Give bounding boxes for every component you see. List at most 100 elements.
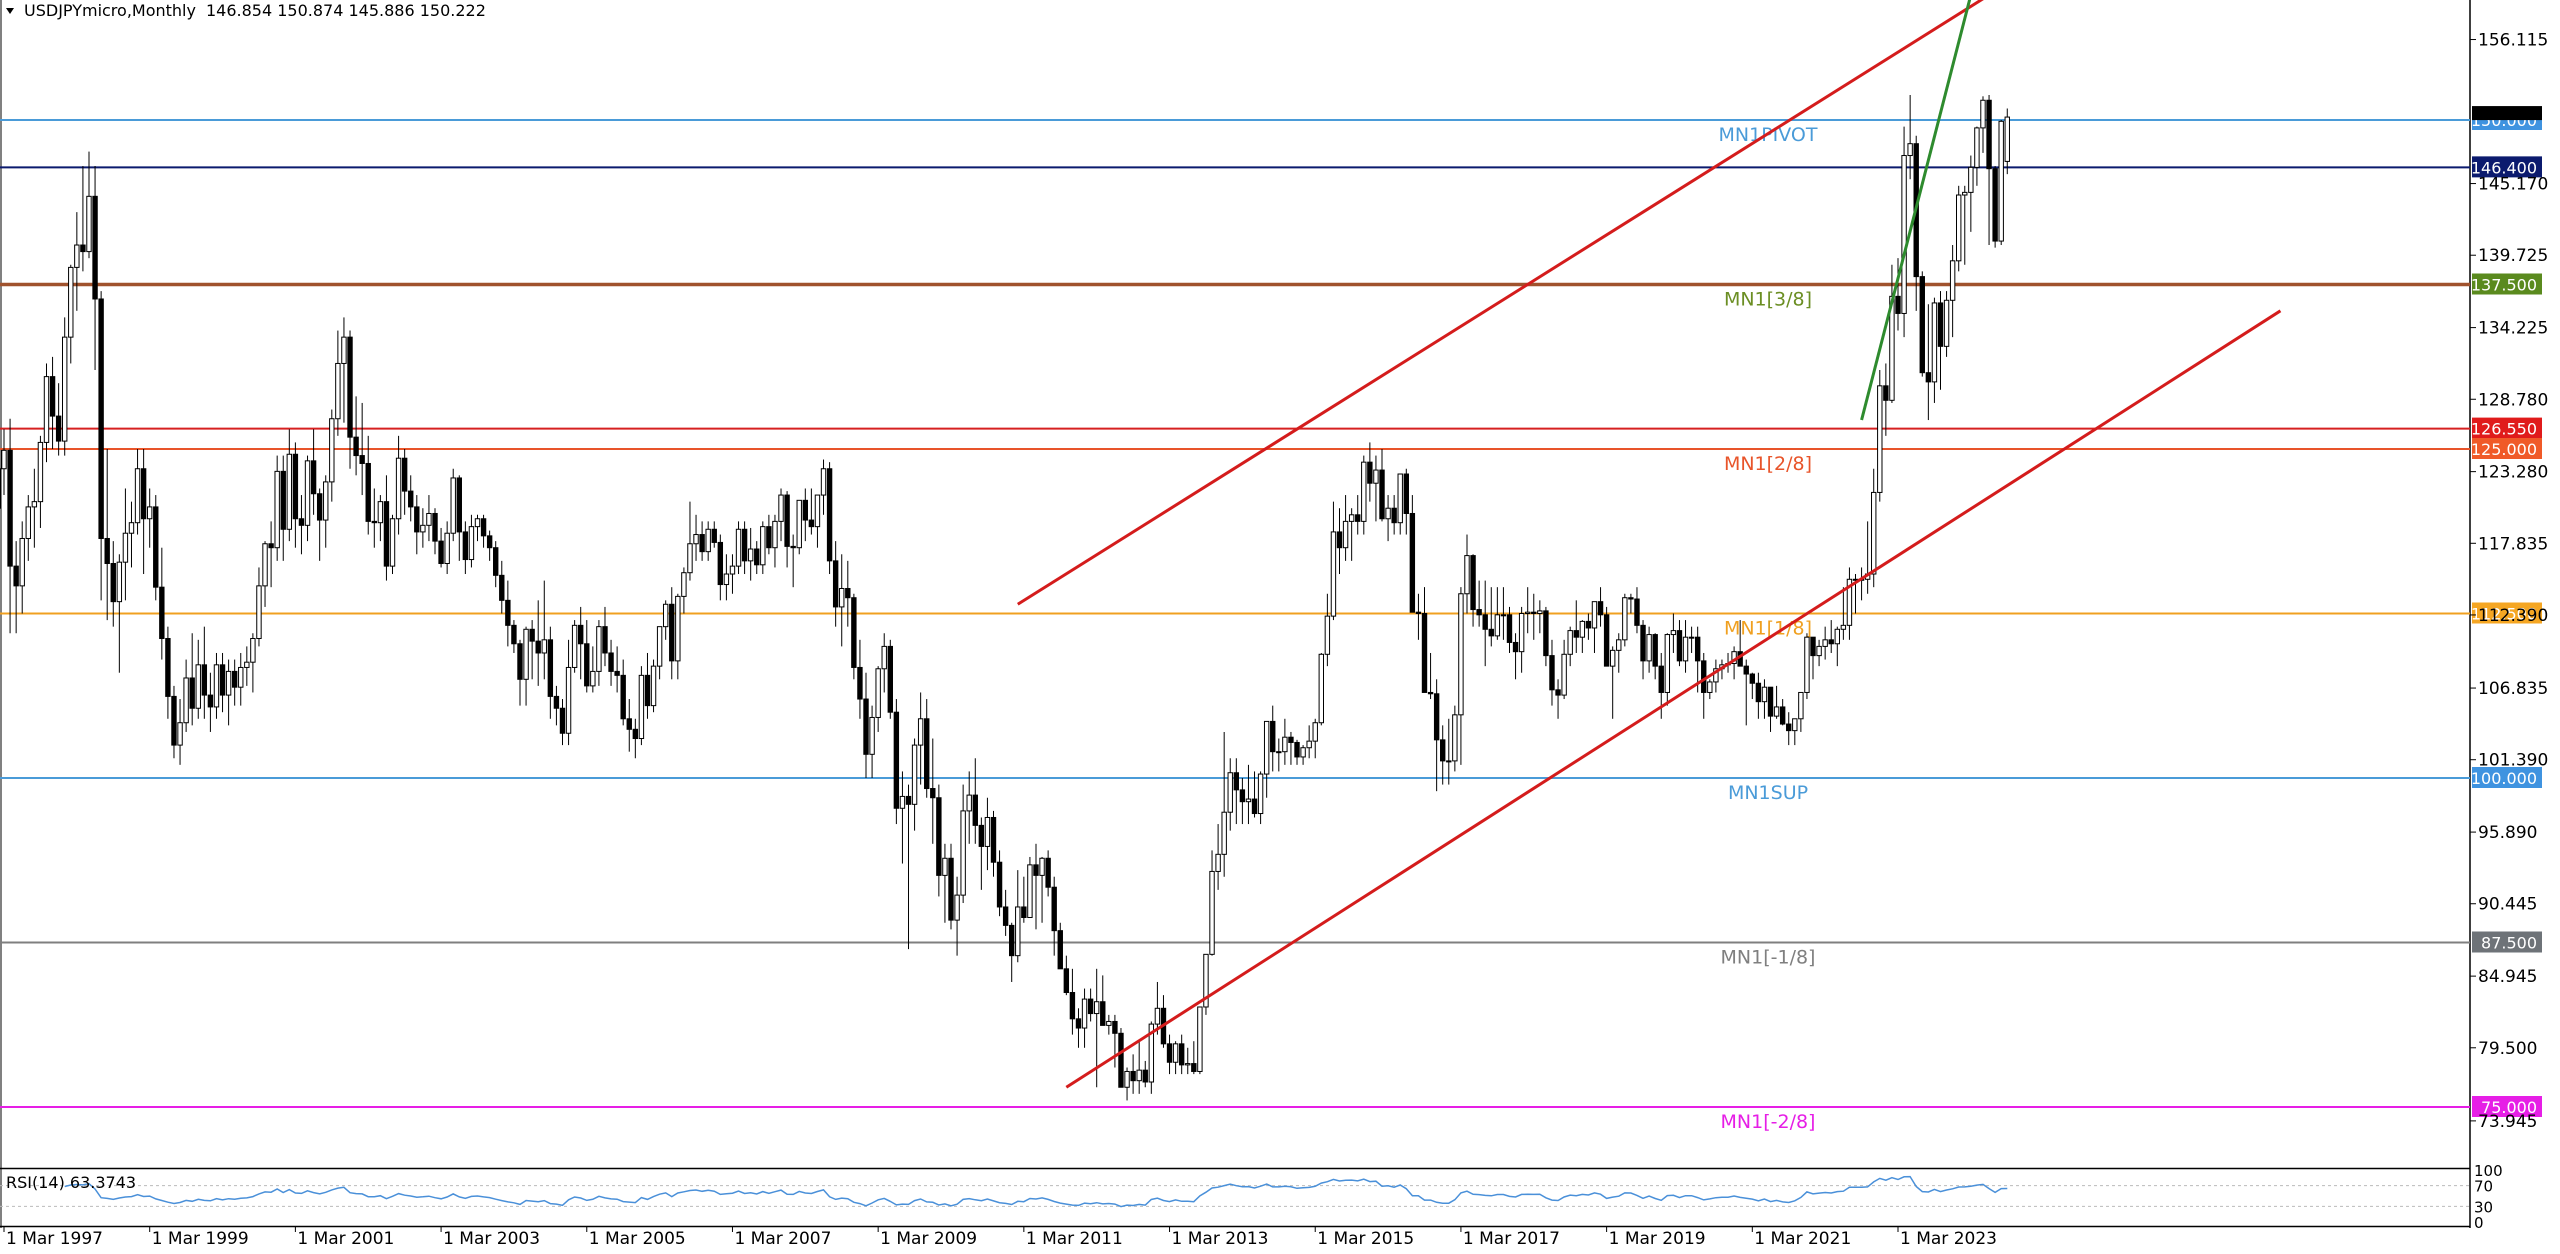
- candle-body: [1999, 121, 2003, 241]
- candle-body: [1823, 640, 1827, 647]
- candle-body: [1495, 615, 1499, 636]
- candle-body: [409, 491, 413, 507]
- candle-body: [427, 513, 431, 525]
- price-tick-label: 73.945: [2478, 1112, 2537, 1132]
- price-tick-label: 117.835: [2478, 534, 2548, 554]
- candle-body: [20, 538, 24, 585]
- candle-body: [742, 529, 746, 561]
- candle-body: [858, 667, 862, 699]
- level-price-tag-text: 87.500: [2481, 934, 2537, 953]
- candle-body: [342, 337, 346, 363]
- candle-body: [1119, 1033, 1123, 1087]
- candle-body: [518, 644, 522, 680]
- candle-body: [1756, 683, 1760, 701]
- candle-body: [402, 458, 406, 491]
- candle-body: [876, 669, 880, 718]
- candle-body: [1659, 666, 1663, 692]
- candle-body: [870, 717, 874, 754]
- time-tick-label: 1 Mar 2021: [1754, 1229, 1851, 1249]
- candle-body: [882, 646, 886, 668]
- level-price-tag-text: 100.000: [2471, 769, 2537, 788]
- level-name-label: MN1[2/8]: [1724, 453, 1812, 475]
- candle-body: [1368, 462, 1372, 483]
- candle-body: [1653, 635, 1657, 667]
- candle-body: [1216, 854, 1220, 871]
- candle-body: [1829, 640, 1833, 644]
- candle-body: [305, 461, 309, 525]
- candle-body: [718, 542, 722, 584]
- candle-body: [821, 469, 825, 495]
- candle-body: [1003, 907, 1007, 925]
- candle-body: [1094, 1002, 1098, 1014]
- candle-body: [1246, 799, 1250, 802]
- candle-body: [1805, 637, 1809, 692]
- candle-body: [609, 653, 613, 671]
- price-tick-label: 128.780: [2478, 390, 2548, 410]
- candle-body: [1380, 470, 1384, 519]
- candle-body: [1034, 865, 1038, 876]
- candle-body: [2005, 117, 2009, 161]
- candle-body: [1501, 615, 1505, 616]
- time-tick-label: 1 Mar 2011: [1026, 1229, 1123, 1249]
- candle-body: [1592, 602, 1596, 628]
- level-price-tag-text: 126.550: [2471, 420, 2537, 439]
- candle-body: [985, 817, 989, 846]
- candle-body: [1058, 931, 1062, 969]
- candle-body: [87, 196, 91, 251]
- candle-body: [900, 796, 904, 808]
- level-name-label: MN1[-2/8]: [1721, 1111, 1816, 1133]
- candle-body: [1780, 707, 1784, 724]
- candle-body: [1950, 261, 1954, 300]
- time-tick-label: 1 Mar 2023: [1900, 1229, 1997, 1249]
- candle-body: [1793, 719, 1797, 731]
- candle-body: [1671, 631, 1675, 635]
- candle-body: [1993, 169, 1997, 241]
- candle-body: [1617, 640, 1621, 651]
- candle-body: [651, 666, 655, 705]
- candle-body: [1465, 556, 1469, 594]
- candle-body: [147, 507, 151, 519]
- candle-body: [123, 533, 127, 562]
- candle-body: [736, 529, 740, 566]
- candle-body: [1811, 637, 1815, 655]
- candle-body: [1817, 646, 1821, 655]
- candle-body: [421, 525, 425, 532]
- candle-body: [1884, 386, 1888, 400]
- candle-body: [1787, 724, 1791, 731]
- time-tick-label: 1 Mar 2015: [1317, 1229, 1414, 1249]
- price-tick-label: 101.390: [2478, 751, 2548, 771]
- candle-body: [846, 588, 850, 597]
- candle-body: [761, 527, 765, 565]
- candle-body: [1580, 621, 1584, 637]
- candle-body: [1416, 612, 1420, 613]
- candle-body: [111, 563, 115, 601]
- candle-body: [1441, 740, 1445, 761]
- candle-body: [1252, 799, 1256, 813]
- candle-body: [287, 454, 291, 529]
- candle-body: [154, 507, 158, 587]
- candle-body: [1702, 661, 1706, 693]
- candle-body: [1635, 599, 1639, 625]
- candle-body: [1908, 144, 1912, 156]
- candle-body: [1289, 737, 1293, 742]
- chart-header: USDJPYmicro,Monthly 146.854 150.874 145.…: [6, 1, 486, 20]
- candle-body: [1319, 654, 1323, 722]
- price-tick-label: 156.115: [2478, 31, 2548, 51]
- candle-body: [1550, 656, 1554, 690]
- candle-body: [730, 566, 734, 574]
- candle-body: [32, 502, 36, 507]
- candle-body: [755, 549, 759, 565]
- candle-body: [973, 795, 977, 825]
- price-tick-label: 139.725: [2478, 246, 2548, 266]
- candle-body: [1981, 100, 1985, 128]
- candle-body: [8, 450, 12, 566]
- candle-body: [390, 519, 394, 566]
- candle-body: [451, 478, 455, 533]
- candle-body: [445, 533, 449, 563]
- candle-body: [548, 640, 552, 697]
- candle-body: [1586, 621, 1590, 628]
- candle-body: [991, 817, 995, 862]
- candle-body: [1107, 1021, 1111, 1025]
